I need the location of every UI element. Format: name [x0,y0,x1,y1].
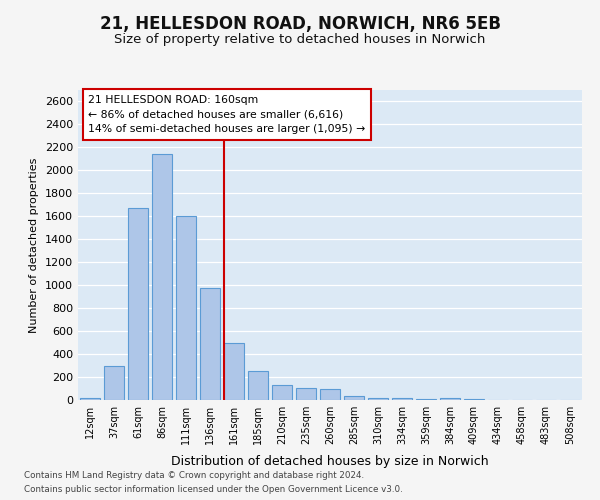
Bar [344,396,364,400]
Bar [200,288,220,400]
Text: Contains HM Land Registry data © Crown copyright and database right 2024.: Contains HM Land Registry data © Crown c… [24,470,364,480]
Bar [224,342,244,400]
Bar [248,372,268,400]
Bar [368,398,388,400]
Bar [320,388,340,400]
Bar [128,208,148,400]
X-axis label: Distribution of detached houses by size in Norwich: Distribution of detached houses by size … [171,456,489,468]
Bar [176,216,196,400]
Text: Contains public sector information licensed under the Open Government Licence v3: Contains public sector information licen… [24,486,403,494]
Bar [440,398,460,400]
Text: Size of property relative to detached houses in Norwich: Size of property relative to detached ho… [115,32,485,46]
Bar [272,385,292,400]
Y-axis label: Number of detached properties: Number of detached properties [29,158,40,332]
Bar [104,366,124,400]
Bar [152,154,172,400]
Text: 21, HELLESDON ROAD, NORWICH, NR6 5EB: 21, HELLESDON ROAD, NORWICH, NR6 5EB [100,15,500,33]
Bar [296,388,316,400]
Text: 21 HELLESDON ROAD: 160sqm
← 86% of detached houses are smaller (6,616)
14% of se: 21 HELLESDON ROAD: 160sqm ← 86% of detac… [88,94,365,134]
Bar [392,398,412,400]
Bar [80,398,100,400]
